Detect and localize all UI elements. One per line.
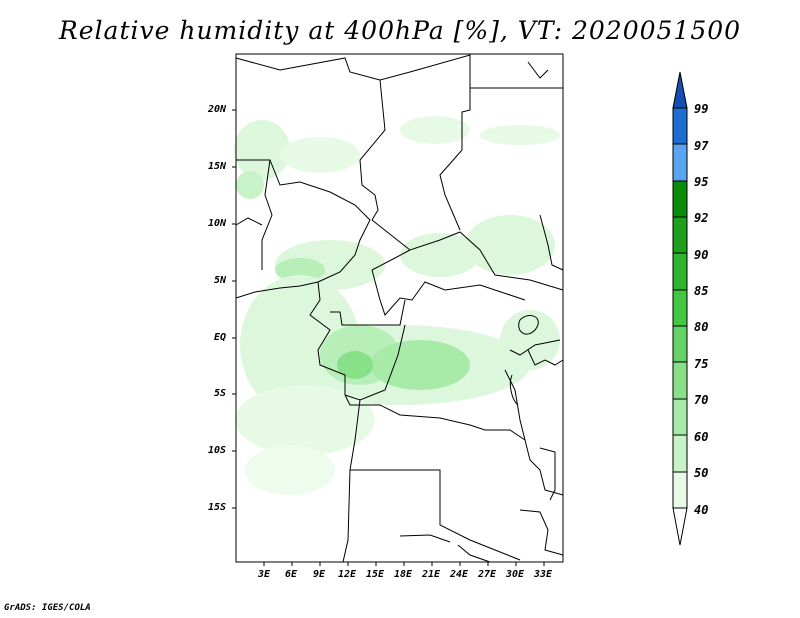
- lat-label: 20N: [208, 104, 227, 115]
- chart-title: Relative humidity at 400hPa [%], VT: 202…: [58, 16, 742, 45]
- colorbar-label: 99: [694, 102, 709, 116]
- map-frame: [235, 53, 564, 563]
- lon-label: 3E: [258, 569, 271, 580]
- lon-label: 9E: [313, 569, 326, 580]
- colorbar-label: 60: [694, 430, 709, 444]
- colorbar-label: 92: [694, 211, 709, 225]
- lat-label: 10N: [208, 218, 227, 229]
- colorbar-label: 80: [694, 320, 709, 334]
- credit-text: GrADS: IGES/COLA: [4, 603, 91, 613]
- colorbar-label: 95: [694, 175, 709, 189]
- lat-label: 5N: [214, 275, 227, 286]
- colorbar-label: 40: [694, 503, 709, 517]
- colorbar-label: 90: [694, 248, 709, 262]
- lon-label: 6E: [285, 569, 298, 580]
- country-borders: [235, 54, 564, 563]
- lat-label: 10S: [208, 445, 227, 456]
- humidity-field: [234, 116, 560, 495]
- lon-label: 15E: [366, 569, 385, 580]
- colorbar-label: 70: [694, 393, 709, 407]
- lon-label: 12E: [338, 569, 357, 580]
- colorbar-label: 97: [694, 139, 709, 153]
- colorbar-label: 85: [694, 284, 709, 298]
- colorbar-label: 50: [694, 466, 709, 480]
- lon-label: 30E: [506, 569, 525, 580]
- lat-label: 15S: [208, 502, 227, 513]
- lat-label: 5S: [214, 388, 227, 399]
- lat-label: EQ: [214, 332, 227, 343]
- colorbar: [672, 71, 688, 546]
- lon-label: 33E: [534, 569, 553, 580]
- lon-label: 18E: [394, 569, 413, 580]
- axis-ticks: [232, 109, 545, 566]
- lon-label: 21E: [422, 569, 441, 580]
- lat-label: 15N: [208, 161, 227, 172]
- colorbar-label: 75: [694, 357, 709, 371]
- lon-label: 24E: [450, 569, 469, 580]
- lon-label: 27E: [478, 569, 497, 580]
